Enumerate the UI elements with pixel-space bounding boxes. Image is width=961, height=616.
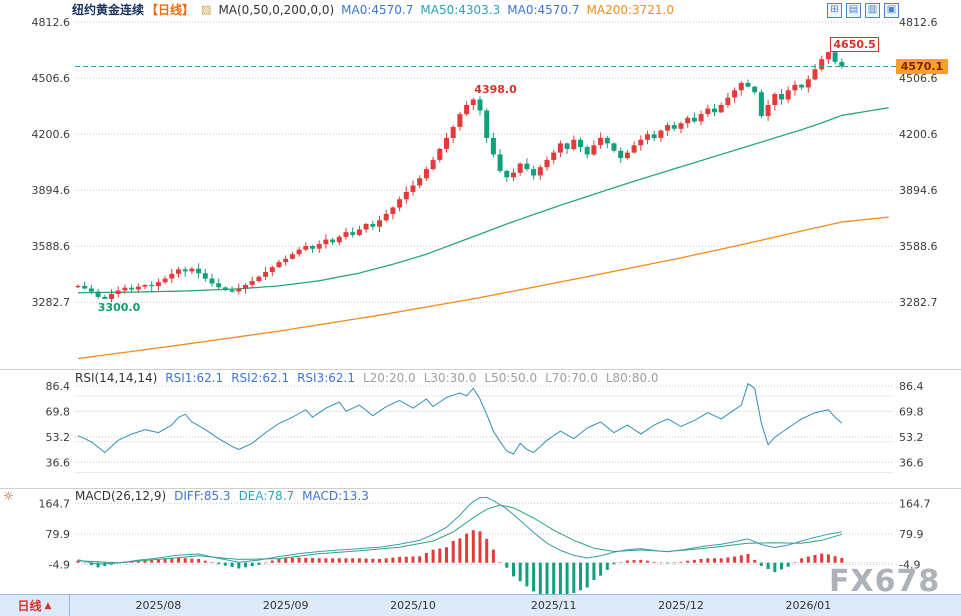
rsi-ref-l20: L20:20.0 [362, 371, 416, 385]
svg-text:4506.6: 4506.6 [899, 72, 938, 85]
svg-text:36.6: 36.6 [899, 456, 924, 469]
ma0-value: MA0:4570.7 [341, 2, 414, 17]
period-tag: 【日线】 [146, 3, 195, 17]
svg-text:164.7: 164.7 [39, 497, 71, 510]
fx678-watermark: FX678 [829, 564, 941, 599]
x-axis-dates: 2025/08 2025/09 2025/10 2025/11 2025/12 2026/… [0, 595, 961, 616]
x-axis-date: 2026/01 [785, 599, 832, 612]
svg-text:4812.6: 4812.6 [32, 16, 71, 29]
ma-group-label: MA(0,50,0,200,0,0) [218, 2, 335, 17]
rsi1-value: RSI1:62.1 [165, 371, 224, 385]
grid-layout-icon[interactable]: ⊞ [827, 3, 842, 18]
ma-settings-icon[interactable]: ▨ [201, 3, 212, 16]
svg-text:3282.7: 3282.7 [899, 296, 938, 309]
svg-text:164.7: 164.7 [899, 497, 931, 510]
x-axis-date: 2025/09 [262, 599, 309, 612]
svg-text:53.2: 53.2 [899, 431, 924, 444]
svg-text:4812.6: 4812.6 [899, 16, 938, 29]
ma50-value: MA50:4303.3 [420, 2, 501, 17]
svg-text:79.9: 79.9 [899, 528, 924, 541]
svg-text:-4.9: -4.9 [49, 558, 70, 571]
svg-text:3894.6: 3894.6 [32, 184, 71, 197]
split-horizontal-icon[interactable]: ▤ [846, 3, 861, 18]
diff-value: DIFF:85.3 [174, 489, 231, 503]
rsi-ref-l70: L70:70.0 [545, 371, 598, 385]
low-price-annotation: 3300.0 [97, 301, 141, 315]
svg-text:3894.6: 3894.6 [899, 184, 938, 197]
rsi-header: RSI(14,14,14) RSI1:62.1 RSI2:62.1 RSI3:6… [75, 371, 659, 385]
svg-text:36.6: 36.6 [46, 456, 71, 469]
svg-text:86.4: 86.4 [46, 380, 71, 393]
peak-price-annotation: 4398.0 [474, 83, 517, 97]
rsi-ref-l50: L50:50.0 [484, 371, 538, 385]
chart-toolbar: ⊞ ▤ ▥ ▣ [827, 3, 899, 18]
chart-header: 纽约黄金连续 【日线】 ▨ MA(0,50,0,200,0,0) MA0:457… [72, 1, 674, 18]
macd-label: MACD(26,12,9) [75, 489, 167, 503]
last-price-tag: 4570.1 [896, 58, 948, 74]
svg-text:69.8: 69.8 [899, 406, 924, 419]
x-axis-date: 2025/12 [658, 599, 704, 612]
rsi-ref-l30: L30:30.0 [423, 371, 477, 385]
svg-text:-4.9: -4.9 [899, 558, 920, 571]
svg-text:3588.6: 3588.6 [899, 240, 938, 253]
ma200-value: MA200:3721.0 [586, 2, 675, 17]
svg-text:4200.6: 4200.6 [899, 128, 938, 141]
rsi3-value: RSI3:62.1 [297, 371, 355, 385]
period-arrow-icon: ▲ [44, 600, 52, 611]
x-axis-date: 2025/10 [390, 599, 436, 612]
svg-text:86.4: 86.4 [899, 380, 924, 393]
macd-value: MACD:13.3 [302, 489, 369, 503]
svg-text:4506.6: 4506.6 [32, 72, 71, 85]
period-selector[interactable]: 日线 ▲ [0, 595, 70, 616]
svg-text:4200.6: 4200.6 [32, 128, 71, 141]
split-vertical-icon[interactable]: ▥ [865, 3, 880, 18]
x-axis-date: 2025/11 [530, 599, 577, 612]
high-price-annotation: 4650.5 [830, 36, 879, 52]
svg-text:3588.6: 3588.6 [32, 240, 71, 253]
fullscreen-icon[interactable]: ▣ [884, 3, 899, 18]
macd-header: MACD(26,12,9) DIFF:85.3 DEA:78.7 MACD:13… [75, 489, 369, 503]
x-axis-date: 2025/08 [135, 599, 182, 612]
svg-text:79.9: 79.9 [46, 528, 71, 541]
svg-text:3282.7: 3282.7 [32, 296, 71, 309]
period-label: 日线 [17, 599, 42, 613]
rsi-label: RSI(14,14,14) [75, 371, 158, 385]
rsi-ref-l80: L80:80.0 [605, 371, 659, 385]
ma0-value-2: MA0:4570.7 [507, 2, 580, 17]
dea-value: DEA:78.7 [238, 489, 295, 503]
time-axis-bar: 2025/08 2025/09 2025/10 2025/11 2025/12 2026/… [0, 594, 961, 616]
svg-text:53.2: 53.2 [46, 431, 71, 444]
instrument-title: 纽约黄金连续 [72, 3, 145, 17]
indicator-settings-icon[interactable]: ☼ [3, 489, 14, 503]
rsi2-value: RSI2:62.1 [231, 371, 290, 385]
svg-text:69.8: 69.8 [46, 406, 71, 419]
